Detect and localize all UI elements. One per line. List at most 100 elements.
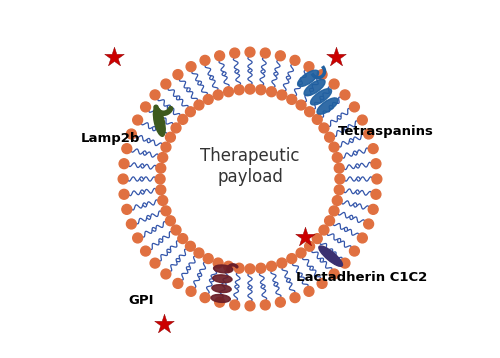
Circle shape: [234, 85, 244, 95]
Circle shape: [178, 115, 188, 124]
Circle shape: [245, 301, 255, 311]
Circle shape: [150, 90, 160, 100]
Circle shape: [214, 297, 224, 307]
Circle shape: [214, 51, 224, 61]
Circle shape: [122, 204, 132, 214]
Circle shape: [276, 51, 285, 61]
Circle shape: [158, 153, 168, 163]
Circle shape: [224, 87, 234, 97]
Circle shape: [371, 159, 381, 169]
Circle shape: [166, 216, 175, 226]
Circle shape: [312, 234, 322, 243]
Circle shape: [122, 144, 132, 154]
Circle shape: [171, 225, 181, 235]
Circle shape: [329, 79, 339, 89]
Circle shape: [329, 142, 339, 152]
Circle shape: [186, 62, 196, 72]
Circle shape: [317, 279, 327, 288]
Ellipse shape: [214, 265, 233, 273]
Circle shape: [372, 174, 382, 184]
Circle shape: [340, 90, 350, 100]
Circle shape: [312, 115, 322, 124]
Ellipse shape: [310, 89, 332, 105]
Circle shape: [161, 269, 171, 279]
Circle shape: [260, 300, 270, 310]
Ellipse shape: [317, 98, 338, 114]
Circle shape: [132, 115, 142, 125]
Circle shape: [335, 174, 345, 184]
Circle shape: [230, 48, 239, 58]
Circle shape: [368, 204, 378, 214]
Circle shape: [245, 47, 255, 57]
Circle shape: [186, 107, 196, 117]
Circle shape: [161, 79, 171, 89]
Text: Therapeutic
payload: Therapeutic payload: [200, 147, 300, 186]
Ellipse shape: [211, 295, 231, 303]
Circle shape: [334, 185, 344, 195]
Circle shape: [296, 248, 306, 258]
Text: Lamp2b: Lamp2b: [81, 132, 140, 145]
Circle shape: [213, 258, 223, 268]
Point: [160, 321, 168, 326]
Circle shape: [126, 129, 136, 139]
Circle shape: [304, 62, 314, 72]
Circle shape: [194, 248, 204, 258]
Circle shape: [266, 87, 276, 97]
Circle shape: [186, 241, 196, 251]
Ellipse shape: [304, 79, 325, 96]
Circle shape: [290, 55, 300, 65]
Circle shape: [150, 258, 160, 268]
Circle shape: [350, 102, 360, 112]
Circle shape: [166, 132, 175, 142]
Circle shape: [277, 258, 287, 268]
Circle shape: [200, 293, 210, 303]
Circle shape: [319, 225, 329, 235]
Circle shape: [324, 132, 334, 142]
Circle shape: [234, 263, 244, 273]
Circle shape: [329, 206, 339, 216]
Circle shape: [304, 241, 314, 251]
Circle shape: [304, 107, 314, 117]
Circle shape: [118, 174, 128, 184]
Circle shape: [358, 115, 368, 125]
Circle shape: [140, 246, 150, 256]
Text: Tetraspanins: Tetraspanins: [338, 125, 434, 138]
Circle shape: [371, 189, 381, 199]
Circle shape: [155, 174, 165, 184]
Circle shape: [224, 261, 234, 271]
Circle shape: [329, 269, 339, 279]
Circle shape: [368, 144, 378, 154]
Circle shape: [332, 195, 342, 205]
Point: [332, 54, 340, 60]
Circle shape: [245, 264, 255, 274]
Circle shape: [287, 95, 296, 104]
Ellipse shape: [212, 285, 231, 292]
Circle shape: [364, 219, 374, 229]
Text: Lactadherin C1C2: Lactadherin C1C2: [296, 271, 427, 284]
Circle shape: [173, 279, 183, 288]
Circle shape: [324, 216, 334, 226]
Ellipse shape: [154, 107, 165, 136]
Circle shape: [334, 163, 344, 173]
Circle shape: [161, 206, 171, 216]
Circle shape: [156, 163, 166, 173]
Ellipse shape: [319, 246, 342, 266]
Ellipse shape: [212, 275, 232, 283]
Circle shape: [119, 189, 129, 199]
Circle shape: [287, 254, 296, 263]
Circle shape: [332, 153, 342, 163]
Circle shape: [256, 263, 266, 273]
Circle shape: [204, 254, 213, 263]
Circle shape: [132, 233, 142, 243]
Circle shape: [158, 195, 168, 205]
Circle shape: [230, 300, 239, 310]
Circle shape: [119, 159, 129, 169]
Text: GPI: GPI: [128, 294, 154, 307]
Circle shape: [260, 48, 270, 58]
Circle shape: [178, 234, 188, 243]
Circle shape: [340, 258, 350, 268]
Circle shape: [186, 286, 196, 296]
Circle shape: [364, 129, 374, 139]
Circle shape: [194, 100, 204, 110]
Circle shape: [156, 185, 166, 195]
